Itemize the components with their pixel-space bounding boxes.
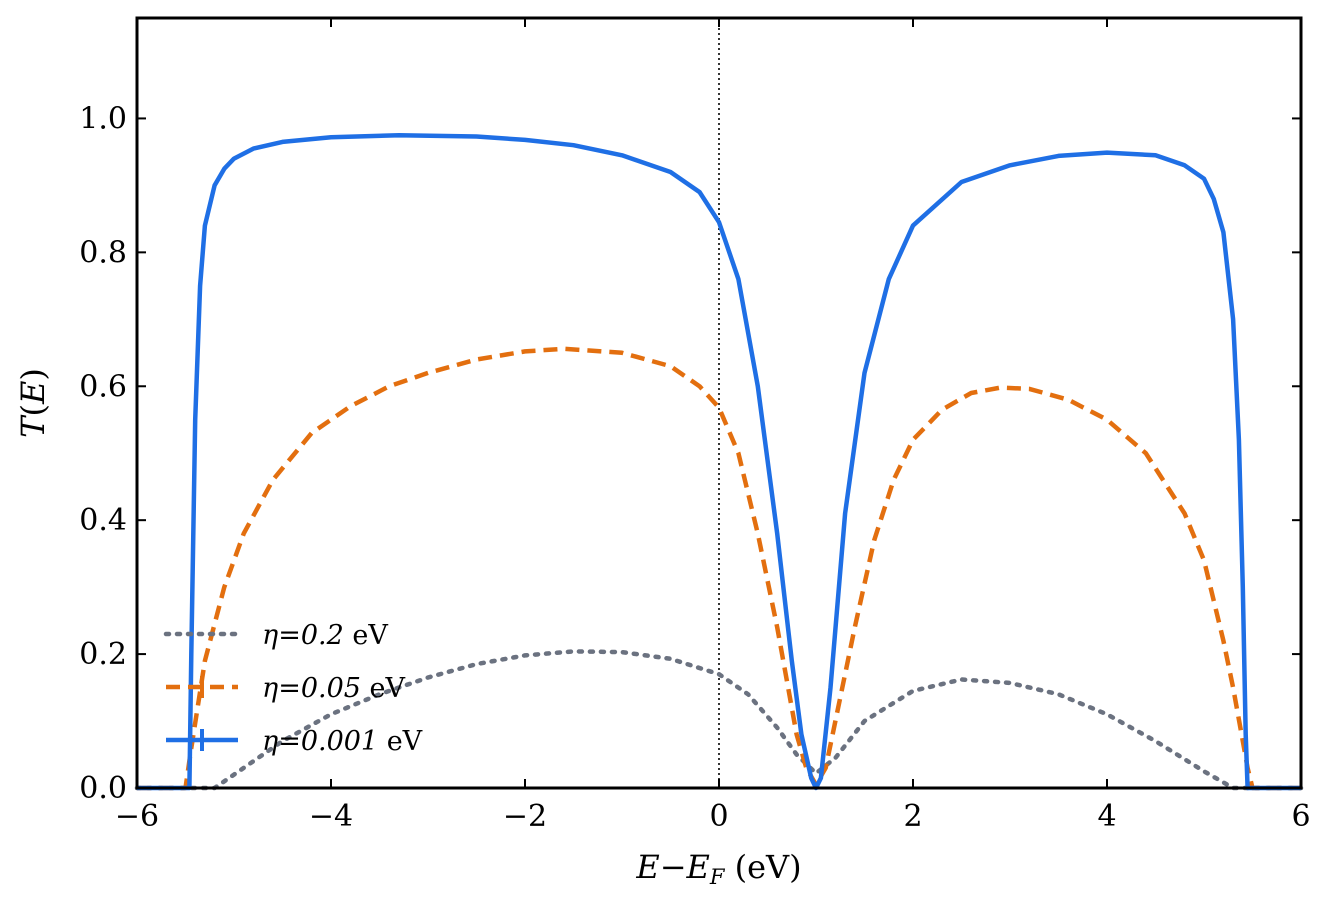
x-tick-label: −6 <box>115 799 159 834</box>
plot-frame <box>135 16 1303 790</box>
y-tick-label: 1.0 <box>79 101 127 136</box>
x-tick-label: 6 <box>1291 799 1310 834</box>
x-tick-label: −4 <box>309 799 353 834</box>
series-layer <box>134 132 1304 791</box>
y-tick-label: 0.4 <box>79 503 127 538</box>
y-tick-label: 0.8 <box>79 235 127 270</box>
x-tick-label: −2 <box>503 799 547 834</box>
ticks-layer: −6 −4 −2 0 2 4 6 0.0 0.2 0.4 0.6 0.8 1.0 <box>79 18 1311 834</box>
series-line-1 <box>134 649 1304 791</box>
x-axis-title: E−EF (eV) <box>635 848 801 889</box>
x-tick-label: 2 <box>903 799 922 834</box>
legend: η=0.2 eV η=0.05 eV η=0.001 eV <box>163 620 423 757</box>
legend-label-3: η=0.001 eV <box>262 726 423 757</box>
y-tick-label: 0.2 <box>79 637 127 672</box>
series-line-3 <box>137 132 1301 791</box>
series-line-2 <box>137 346 1301 791</box>
x-tick-label: 0 <box>709 799 728 834</box>
legend-label-1: η=0.2 eV <box>262 620 388 651</box>
x-tick-label: 4 <box>1097 799 1116 834</box>
y-tick-label: 0.0 <box>79 771 127 806</box>
y-axis-title: T(E) <box>14 368 52 438</box>
y-tick-label: 0.6 <box>79 369 127 404</box>
legend-label-2: η=0.05 eV <box>262 673 405 704</box>
